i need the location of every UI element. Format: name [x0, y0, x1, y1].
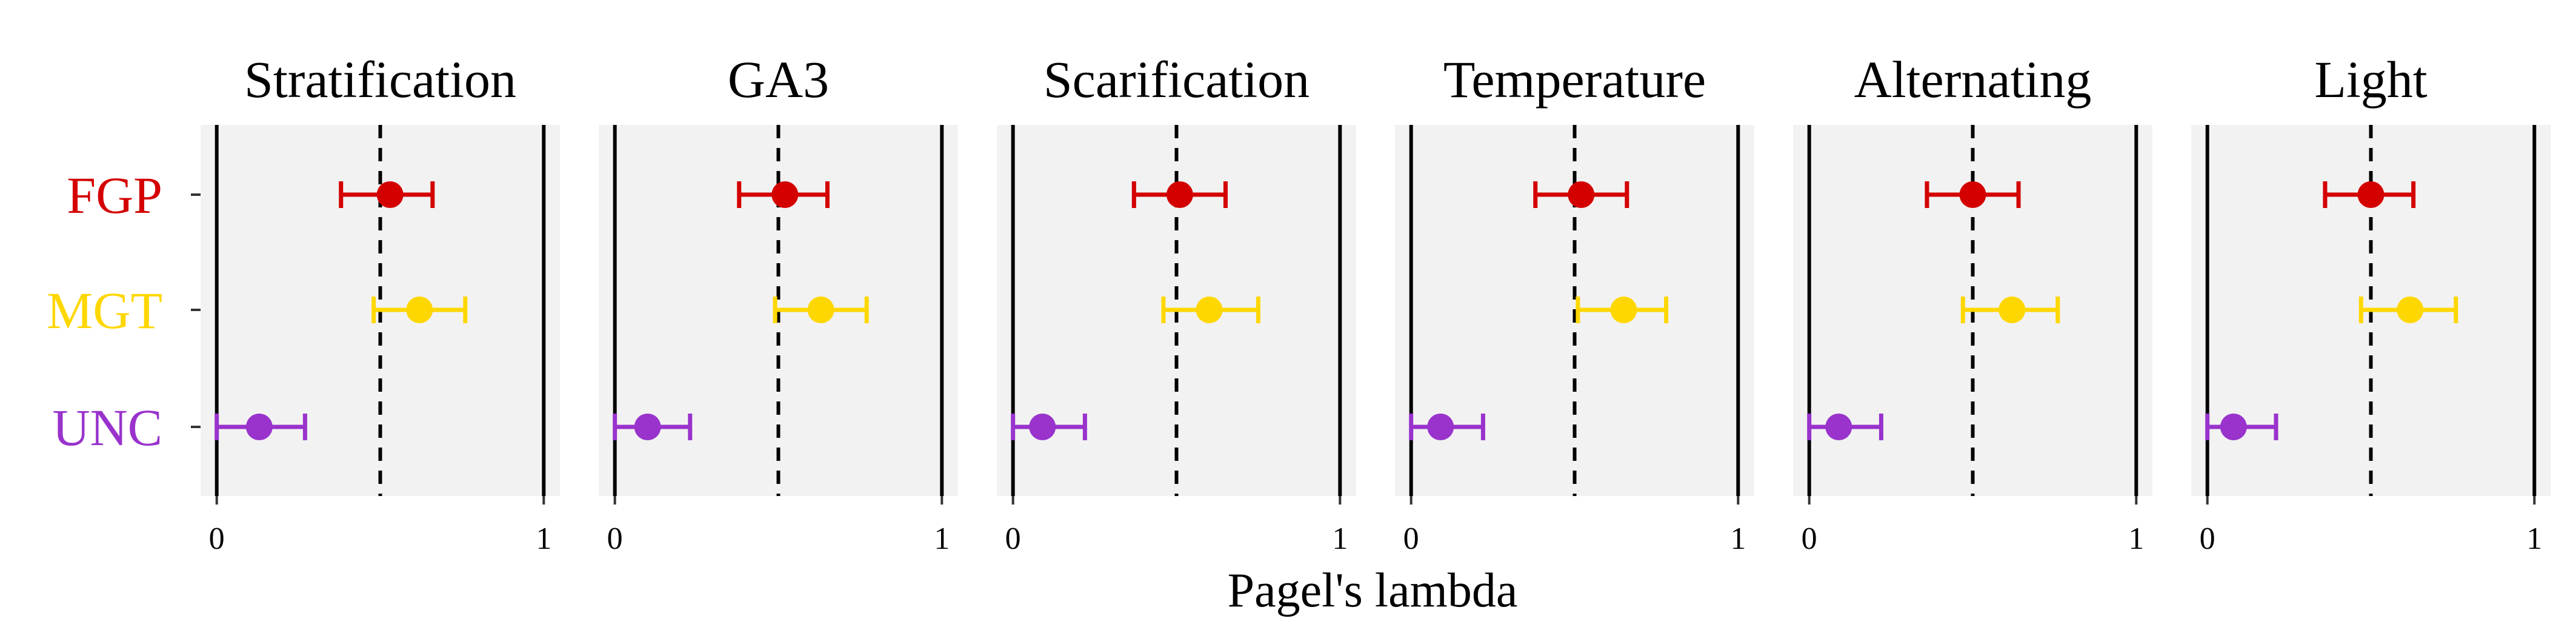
point-fgp: [2323, 181, 2416, 208]
point-unc: [1011, 414, 1087, 440]
point-unc: [2205, 414, 2278, 440]
facet-title: Light: [2314, 50, 2427, 109]
point-estimate: [1427, 414, 1454, 440]
x-tick-label: 1: [1730, 522, 1746, 556]
facet-ga3: GA3 0 1: [599, 50, 958, 556]
point-estimate: [2357, 181, 2385, 208]
facet-scarification: Scarification 0 1: [997, 50, 1356, 556]
x-tick-label: 0: [2200, 522, 2215, 556]
point-estimate: [1568, 181, 1595, 208]
point-unc: [613, 414, 693, 440]
point-estimate: [2397, 297, 2424, 323]
point-fgp: [1533, 181, 1629, 208]
x-tick-label: 0: [1403, 522, 1419, 556]
point-estimate: [1825, 414, 1852, 440]
facet-stratification: Stratification 0 1: [201, 50, 560, 556]
x-tick-label: 1: [536, 522, 551, 556]
x-tick-label: 0: [1802, 522, 1817, 556]
point-unc: [1807, 414, 1883, 440]
point-estimate: [1999, 297, 2026, 323]
point-estimate: [376, 181, 404, 208]
point-mgt: [2358, 297, 2458, 323]
x-tick-label: 1: [2526, 522, 2542, 556]
point-unc: [1409, 414, 1485, 440]
point-mgt: [1161, 297, 1260, 323]
point-estimate: [406, 297, 433, 323]
y-label-fgp: FGP: [67, 166, 162, 224]
point-estimate: [634, 414, 661, 440]
point-unc: [215, 414, 307, 440]
point-mgt: [773, 297, 869, 323]
point-estimate: [771, 181, 799, 208]
x-tick-label: 1: [934, 522, 950, 556]
x-tick-label: 1: [1332, 522, 1348, 556]
point-fgp: [1925, 181, 2021, 208]
facet-light: Light 0 1: [2191, 50, 2551, 556]
point-mgt: [371, 297, 468, 323]
point-estimate: [245, 414, 273, 440]
x-axis-title: Pagel's lambda: [1228, 564, 1518, 617]
point-estimate: [2220, 414, 2247, 440]
facet-temperature: Temperature 0 1: [1395, 50, 1754, 556]
y-axis-categories: FGP MGT UNC: [47, 166, 201, 457]
facet-title: Temperature: [1443, 50, 1706, 109]
x-tick-label: 0: [209, 522, 225, 556]
x-tick-label: 0: [607, 522, 623, 556]
y-label-mgt: MGT: [47, 281, 162, 340]
point-mgt: [1960, 297, 2060, 323]
y-label-unc: UNC: [52, 398, 162, 457]
facet-title: GA3: [728, 50, 829, 109]
point-fgp: [1131, 181, 1228, 208]
point-fgp: [339, 181, 435, 208]
point-estimate: [1166, 181, 1193, 208]
point-estimate: [1029, 414, 1056, 440]
point-estimate: [1610, 297, 1637, 323]
point-estimate: [1959, 181, 1986, 208]
facet-title: Scarification: [1043, 50, 1310, 109]
x-tick-label: 0: [1005, 522, 1021, 556]
point-estimate: [807, 297, 834, 323]
point-mgt: [1576, 297, 1669, 323]
x-tick-label: 1: [2128, 522, 2144, 556]
facet-alternating: Alternating 0 1: [1793, 50, 2152, 556]
facet-title: Stratification: [244, 50, 516, 109]
facet-title: Alternating: [1854, 50, 2092, 109]
point-fgp: [737, 181, 830, 208]
point-estimate: [1196, 297, 1223, 323]
